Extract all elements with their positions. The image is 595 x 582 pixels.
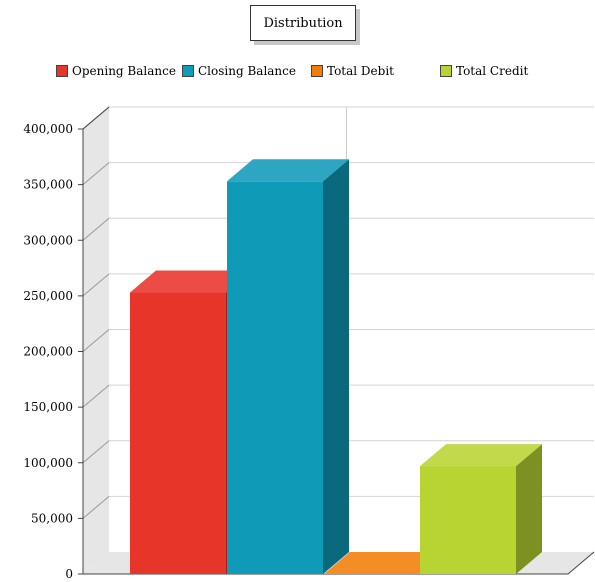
chart-title: Distribution — [250, 5, 356, 41]
legend-label: Total Credit — [456, 64, 529, 78]
wall-gridline — [82, 384, 110, 408]
wall-gridline — [82, 329, 110, 352]
bar-total-credit — [420, 444, 542, 574]
wall-gridline — [82, 440, 110, 464]
y-tick-label: 350,000 — [23, 178, 73, 192]
bar-front-face — [130, 292, 226, 574]
y-tick-label: 250,000 — [23, 289, 73, 303]
bar-top-face — [227, 159, 349, 182]
legend-swatch — [182, 65, 194, 77]
bar-side-face — [323, 159, 349, 574]
y-tick-label: 400,000 — [23, 122, 73, 136]
legend-item: Total Credit — [440, 64, 528, 78]
chart-title-text: Distribution — [263, 15, 343, 31]
y-tick-label: 0 — [65, 567, 73, 581]
bar-side-face — [516, 444, 542, 574]
bar-top-face — [420, 444, 542, 467]
wall-gridline — [82, 495, 110, 519]
bar-total-debit — [324, 552, 446, 574]
legend-item: Total Debit — [311, 64, 394, 78]
wall-gridline — [82, 273, 110, 297]
legend-label: Total Debit — [327, 64, 394, 78]
legend-swatch — [56, 65, 68, 77]
bar-top-face — [324, 552, 446, 574]
wall-gridline — [82, 217, 110, 241]
legend-item: Closing Balance — [182, 64, 296, 78]
bar-closing-balance — [227, 159, 349, 574]
legend-label: Opening Balance — [72, 64, 176, 78]
legend-label: Closing Balance — [198, 64, 296, 78]
y-tick-label: 200,000 — [23, 345, 73, 359]
x-axis-depth — [567, 551, 595, 575]
y-tick-label: 50,000 — [31, 511, 73, 525]
wall-gridline — [82, 162, 110, 186]
bar-top-face — [130, 270, 252, 293]
bar-front-face — [420, 466, 516, 574]
legend-swatch — [440, 65, 452, 77]
bar-front-face — [227, 181, 323, 574]
legend-item: Opening Balance — [56, 64, 176, 78]
y-tick-label: 300,000 — [23, 233, 73, 247]
y-tick-label: 150,000 — [23, 400, 73, 414]
chart-legend: Opening Balance Closing Balance Total Debi… — [56, 64, 576, 80]
y-tick-label: 100,000 — [23, 456, 73, 470]
legend-swatch — [311, 65, 323, 77]
y-axis-depth — [82, 106, 110, 130]
